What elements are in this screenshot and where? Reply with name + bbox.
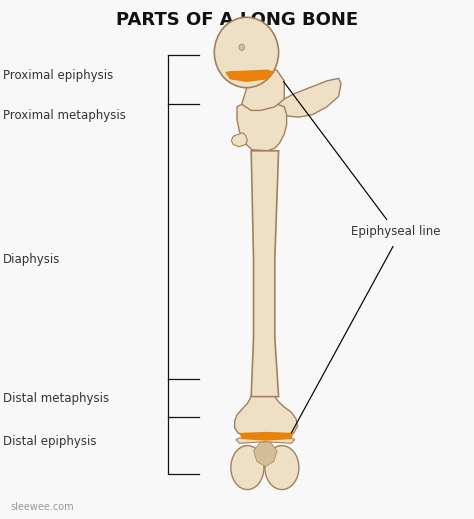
Text: Distal metaphysis: Distal metaphysis bbox=[3, 392, 109, 405]
Text: Proximal epiphysis: Proximal epiphysis bbox=[3, 69, 113, 82]
Text: Diaphysis: Diaphysis bbox=[3, 253, 60, 266]
Polygon shape bbox=[254, 442, 277, 467]
Text: sleewee.com: sleewee.com bbox=[10, 502, 74, 512]
Text: Proximal metaphysis: Proximal metaphysis bbox=[3, 109, 126, 122]
Text: PARTS OF A LONG BONE: PARTS OF A LONG BONE bbox=[116, 11, 358, 29]
Polygon shape bbox=[251, 151, 279, 397]
Polygon shape bbox=[242, 68, 284, 111]
Polygon shape bbox=[275, 78, 341, 117]
Ellipse shape bbox=[265, 446, 299, 489]
Ellipse shape bbox=[231, 446, 264, 489]
Polygon shape bbox=[236, 436, 295, 443]
Polygon shape bbox=[237, 102, 287, 151]
Polygon shape bbox=[225, 70, 275, 82]
Ellipse shape bbox=[239, 44, 245, 50]
Polygon shape bbox=[231, 133, 247, 147]
Polygon shape bbox=[239, 432, 294, 441]
Polygon shape bbox=[235, 397, 298, 436]
Text: Epiphyseal line: Epiphyseal line bbox=[283, 81, 440, 238]
Text: Distal epiphysis: Distal epiphysis bbox=[3, 435, 97, 448]
Ellipse shape bbox=[214, 17, 279, 88]
